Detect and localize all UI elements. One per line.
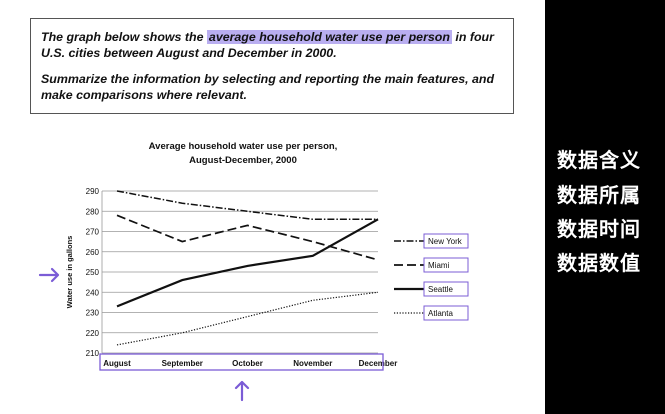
task-text-after: in four U.S. cities between August and D… xyxy=(41,30,494,60)
legend-label-box xyxy=(423,233,469,249)
x-axis-annotation-box xyxy=(99,353,384,371)
task-prompt-box: The graph below shows the average househ… xyxy=(30,18,514,114)
y-tick-label: 220 xyxy=(86,329,100,338)
y-tick-label: 210 xyxy=(86,349,100,358)
line-chart: Average household water use per person, … xyxy=(38,141,469,402)
arrow-right-icon xyxy=(38,267,60,283)
legend-label: Miami xyxy=(428,261,450,270)
task-prompt-part1: The graph below shows the average househ… xyxy=(41,29,503,61)
x-tick-label: December xyxy=(359,359,398,368)
side-label-2: 数据所属 xyxy=(557,183,641,207)
task-prompt-part2: Summarize the information by selecting a… xyxy=(41,72,495,102)
side-label-1: 数据含义 xyxy=(557,148,641,172)
y-tick-label: 230 xyxy=(86,309,100,318)
y-tick-label: 270 xyxy=(86,228,100,237)
x-tick-label: November xyxy=(293,359,332,368)
task-highlighted-phrase: average household water use per person xyxy=(206,30,452,44)
y-tick-label: 260 xyxy=(86,248,100,257)
y-axis-label: Water use in gallons xyxy=(65,236,74,309)
y-tick-label: 290 xyxy=(86,187,100,196)
legend-label-box xyxy=(423,305,469,321)
legend-label: New York xyxy=(428,237,463,246)
chart-series-lines xyxy=(116,190,379,346)
y-tick-label: 240 xyxy=(86,288,100,297)
legend-label: Seattle xyxy=(428,285,453,294)
x-axis-ticks: August September October November December xyxy=(103,359,397,368)
chart-title-line2: August-December, 2000 xyxy=(189,155,297,166)
arrow-up-icon xyxy=(234,380,250,402)
y-tick-label: 250 xyxy=(86,268,100,277)
series-line-seattle xyxy=(116,218,379,308)
chart-gridlines xyxy=(101,190,378,354)
chart-title-line1: Average household water use per person, xyxy=(149,141,338,152)
task-text-before: The graph below shows the xyxy=(41,30,207,44)
x-tick-label: October xyxy=(232,359,263,368)
series-line-new-york xyxy=(116,190,378,221)
x-tick-label: August xyxy=(103,359,131,368)
chart-legend: New York Miami Seattle Atlanta xyxy=(394,233,469,321)
slide: The graph below shows the average househ… xyxy=(0,0,545,414)
legend-label: Atlanta xyxy=(428,309,453,318)
series-line-miami xyxy=(116,214,379,261)
legend-label-box xyxy=(423,257,469,273)
legend-label-box xyxy=(423,281,469,297)
side-label-4: 数据数值 xyxy=(557,251,641,275)
side-label-3: 数据时间 xyxy=(557,217,641,241)
y-tick-label: 280 xyxy=(86,207,100,216)
series-line-atlanta xyxy=(116,291,379,346)
y-axis-ticks: 210 220 230 240 250 260 270 280 290 xyxy=(86,187,100,358)
x-tick-label: September xyxy=(162,359,203,368)
